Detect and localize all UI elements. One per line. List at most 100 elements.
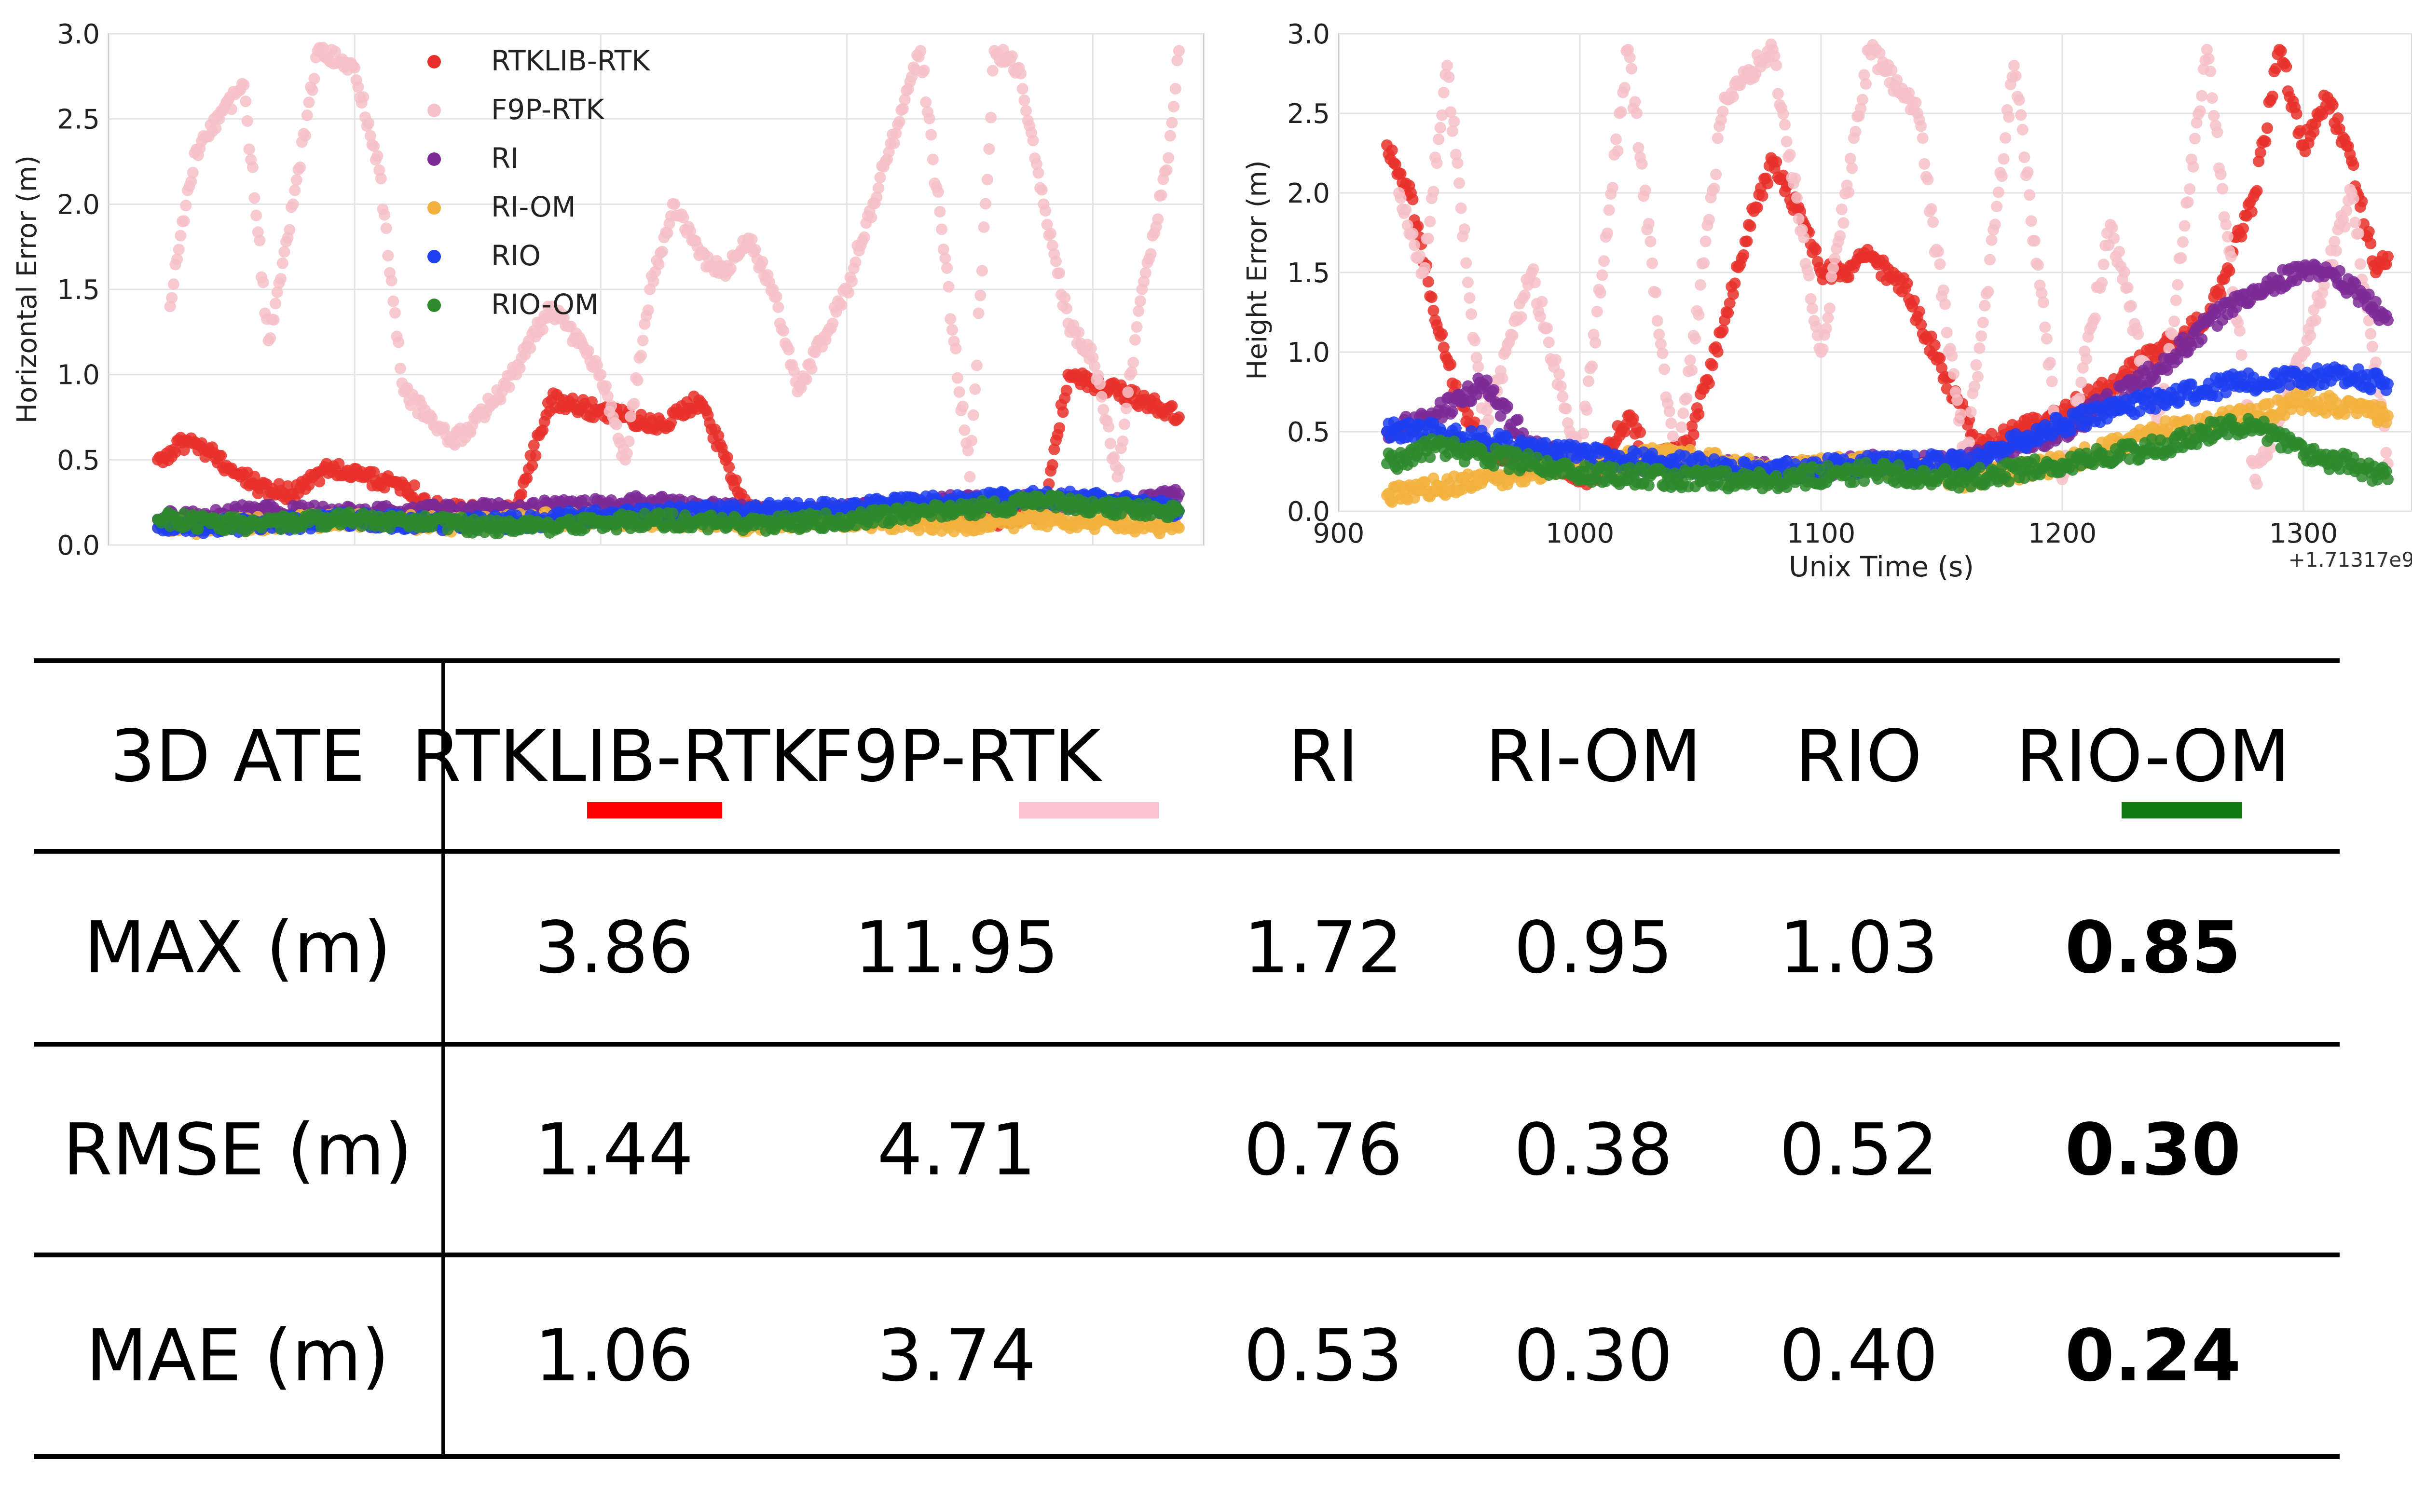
data-point — [394, 362, 406, 374]
data-points — [1381, 38, 2394, 508]
data-point — [2208, 109, 2220, 122]
data-point — [1686, 364, 1698, 376]
data-point — [240, 95, 252, 108]
data-point — [987, 65, 999, 77]
data-point — [721, 451, 733, 463]
data-point — [1979, 300, 1991, 312]
series-rio-om — [152, 490, 1185, 539]
data-point — [1139, 267, 1151, 279]
data-point — [1634, 426, 1646, 438]
data-point — [2215, 168, 2227, 180]
data-point — [2237, 222, 2249, 234]
data-point — [1989, 218, 2001, 231]
data-point — [248, 192, 260, 204]
data-point — [1908, 295, 1920, 307]
data-point — [2046, 375, 2058, 387]
data-point — [1407, 193, 1419, 205]
data-point — [943, 281, 955, 293]
data-point — [226, 103, 238, 115]
data-point — [1469, 416, 1481, 428]
data-point — [1481, 374, 1493, 386]
data-point — [1724, 297, 1736, 309]
data-point — [1431, 157, 1443, 169]
data-point — [1534, 311, 1546, 323]
data-point — [964, 471, 976, 483]
data-point — [1929, 339, 1941, 351]
data-point — [2365, 328, 2377, 340]
data-point — [2025, 215, 2037, 227]
data-point — [2010, 70, 2022, 82]
data-point — [591, 359, 603, 371]
data-point — [661, 227, 673, 239]
data-point — [635, 350, 647, 362]
data-point — [1729, 277, 1741, 289]
data-point — [1089, 360, 1101, 372]
data-point — [1695, 279, 1706, 291]
data-point — [2039, 321, 2051, 333]
data-point — [187, 166, 199, 178]
data-point — [966, 435, 978, 447]
data-point — [1727, 91, 1739, 103]
data-point — [2329, 235, 2341, 247]
data-point — [180, 199, 192, 211]
data-point — [1657, 347, 1669, 359]
data-point — [611, 524, 623, 536]
y-tick-label: 2.0 — [1287, 178, 1330, 209]
data-point — [1445, 358, 1457, 370]
data-point — [1846, 162, 1858, 174]
data-point — [2253, 155, 2265, 167]
data-point — [2220, 218, 2232, 231]
data-point — [637, 334, 649, 346]
data-point — [1684, 354, 1696, 366]
data-point — [1519, 289, 1531, 301]
data-point — [521, 472, 533, 484]
legend-marker-f9p-rtk — [427, 104, 441, 117]
data-point — [1395, 192, 1407, 204]
data-point — [1784, 149, 1796, 161]
data-point — [1850, 126, 1862, 138]
data-point — [2254, 147, 2266, 159]
data-point — [1173, 522, 1185, 534]
data-point — [1425, 291, 1438, 303]
data-point — [865, 211, 877, 223]
data-point — [951, 372, 963, 384]
data-point — [2184, 183, 2196, 195]
data-point — [1407, 228, 1419, 240]
data-point — [2234, 325, 2246, 337]
data-point — [842, 286, 854, 299]
data-point — [656, 245, 668, 258]
y-tick-label: 2.5 — [57, 104, 100, 136]
data-point — [1096, 391, 1108, 403]
data-point — [2217, 183, 2229, 195]
data-point — [2096, 277, 2108, 289]
data-point — [1823, 302, 1836, 314]
data-point — [1810, 321, 1822, 333]
series-f9p-rtk — [164, 41, 1185, 483]
data-point — [967, 409, 979, 421]
data-point — [1553, 368, 1565, 380]
data-point — [1807, 302, 1819, 314]
data-point — [2310, 314, 2321, 326]
data-point — [983, 143, 995, 155]
data-point — [368, 140, 380, 152]
data-point — [625, 410, 637, 422]
data-point — [289, 184, 301, 196]
data-point — [1791, 192, 1803, 204]
data-point — [1590, 337, 1602, 349]
data-point — [1610, 133, 1622, 145]
data-point — [1458, 223, 1470, 235]
data-point — [756, 256, 768, 268]
x-axis-label: Unix Time (s) — [1789, 550, 1974, 583]
data-point — [2380, 447, 2392, 459]
data-point — [2370, 356, 2382, 368]
data-point — [526, 460, 538, 472]
y-tick-label: 0.5 — [1287, 417, 1330, 448]
data-point — [1103, 421, 1115, 433]
data-point — [238, 79, 250, 91]
data-point — [1152, 213, 1164, 225]
data-point — [317, 41, 329, 54]
data-point — [1693, 309, 1705, 321]
data-point — [2353, 227, 2365, 239]
data-point — [301, 109, 313, 122]
data-point — [2251, 478, 2263, 490]
